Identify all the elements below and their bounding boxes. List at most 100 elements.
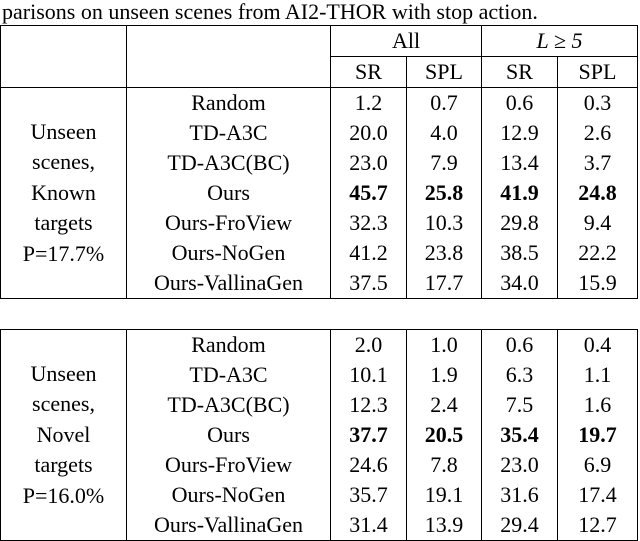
long-spl-cell: 24.8: [556, 178, 639, 208]
header-long-spl: SPL: [556, 56, 639, 88]
section-gap: [0, 298, 638, 330]
all-sr-cell: 20.0: [330, 118, 407, 148]
method-cell: Ours-FroView: [126, 450, 331, 480]
long-sr-cell: 0.6: [481, 329, 558, 360]
all-spl-cell: 10.3: [406, 208, 482, 238]
method-cell: TD-A3C(BC): [126, 148, 331, 178]
section-label-line: Unseen: [30, 118, 97, 144]
all-sr-cell: 41.2: [330, 238, 407, 268]
long-spl-cell: 0.4: [556, 329, 639, 360]
long-spl-cell: 19.7: [556, 420, 639, 450]
results-table: All L ≥ 5 SR SPL SR SPL Unseen scenes, Kno…: [0, 25, 639, 541]
section-label-line: Known: [31, 179, 96, 205]
table-row: Ours 37.7 20.5 35.4 19.7: [1, 420, 639, 450]
long-spl-cell: 1.1: [556, 360, 639, 390]
table-row: Ours-VallinaGen 37.5 17.7 34.0 15.9: [1, 268, 639, 299]
section-divider: [0, 298, 638, 330]
table-row: TD-A3C 20.0 4.0 12.9 2.6: [1, 118, 639, 148]
table-row: TD-A3C(BC) 23.0 7.9 13.4 3.7: [1, 148, 639, 178]
header-empty-method-col: [126, 25, 331, 57]
long-sr-cell: 13.4: [481, 148, 558, 178]
long-sr-cell: 34.0: [481, 268, 558, 299]
long-spl-cell: 15.9: [556, 268, 639, 299]
table-row: Unseen scenes, Known targets P=17.7% Random 1.…: [0, 87, 639, 299]
long-spl-cell: 0.3: [556, 87, 639, 118]
section-label-line: scenes,: [32, 149, 95, 175]
long-spl-cell: 12.7: [556, 510, 639, 541]
long-spl-cell: 6.9: [556, 450, 639, 480]
long-sr-cell: 12.9: [481, 118, 558, 148]
all-sr-cell: 37.5: [330, 268, 407, 299]
header-long-episodes: L ≥ 5: [480, 25, 639, 57]
all-spl-cell: 13.9: [406, 510, 482, 541]
table-row: TD-A3C 10.1 1.9 6.3 1.1: [1, 360, 639, 390]
long-sr-cell: 0.6: [481, 87, 558, 118]
long-sr-cell: 6.3: [481, 360, 558, 390]
table-row: Ours-NoGen 35.7 19.1 31.6 17.4: [1, 480, 639, 510]
long-sr-cell: 23.0: [481, 450, 558, 480]
all-sr-cell: 32.3: [330, 208, 407, 238]
all-spl-cell: 25.8: [406, 178, 482, 208]
section-label-line: scenes,: [32, 391, 95, 417]
method-cell: Ours-NoGen: [126, 238, 331, 268]
all-spl-cell: 17.7: [406, 268, 482, 299]
method-cell: Random: [126, 329, 331, 360]
method-cell: Ours-FroView: [126, 208, 331, 238]
method-cell: Ours: [126, 420, 331, 450]
method-cell: TD-A3C(BC): [126, 390, 331, 420]
table-row: Ours-FroView 32.3 10.3 29.8 9.4: [1, 208, 639, 238]
table-row: TD-A3C(BC) 12.3 2.4 7.5 1.6: [1, 390, 639, 420]
section-label-line: targets: [34, 210, 93, 236]
long-sr-cell: 29.4: [481, 510, 558, 541]
section-label-line: Unseen: [30, 360, 97, 386]
section-label: Unseen scenes, Known targets P=17.7%: [0, 87, 127, 299]
all-sr-cell: 35.7: [330, 480, 407, 510]
method-cell: Ours-VallinaGen: [126, 510, 331, 541]
long-spl-cell: 9.4: [556, 208, 639, 238]
all-sr-cell: 31.4: [330, 510, 407, 541]
all-spl-cell: 20.5: [406, 420, 482, 450]
long-sr-cell: 41.9: [481, 178, 558, 208]
section-label: Unseen scenes, Novel targets P=16.0%: [0, 329, 127, 541]
method-cell: Ours-VallinaGen: [126, 268, 331, 299]
section-label-line: targets: [34, 452, 93, 478]
header-all-spl: SPL: [406, 56, 482, 88]
all-spl-cell: 7.9: [406, 148, 482, 178]
all-spl-cell: 4.0: [406, 118, 482, 148]
method-cell: TD-A3C: [126, 360, 331, 390]
section-label-line: Novel: [36, 421, 91, 447]
all-spl-cell: 19.1: [406, 480, 482, 510]
long-spl-cell: 3.7: [556, 148, 639, 178]
all-spl-cell: 7.8: [406, 450, 482, 480]
long-sr-cell: 35.4: [481, 420, 558, 450]
all-spl-cell: 2.4: [406, 390, 482, 420]
all-spl-cell: 1.0: [406, 329, 482, 360]
method-cell: Ours-NoGen: [126, 480, 331, 510]
all-sr-cell: 45.7: [330, 178, 407, 208]
all-sr-cell: 37.7: [330, 420, 407, 450]
table-row: Unseen scenes, Novel targets P=16.0% Random 2.…: [0, 329, 639, 541]
long-spl-cell: 2.6: [556, 118, 639, 148]
header-all: All: [330, 25, 482, 57]
table-row: Ours 45.7 25.8 41.9 24.8: [1, 178, 639, 208]
all-sr-cell: 10.1: [330, 360, 407, 390]
all-sr-cell: 1.2: [330, 87, 407, 118]
long-spl-cell: 1.6: [556, 390, 639, 420]
header-empty-group-col-2: [0, 56, 127, 88]
long-sr-cell: 7.5: [481, 390, 558, 420]
long-sr-cell: 31.6: [481, 480, 558, 510]
table-caption: parisons on unseen scenes from AI2-THOR …: [2, 0, 538, 24]
all-spl-cell: 0.7: [406, 87, 482, 118]
table-row: Ours-NoGen 41.2 23.8 38.5 22.2: [1, 238, 639, 268]
all-spl-cell: 23.8: [406, 238, 482, 268]
all-sr-cell: 23.0: [330, 148, 407, 178]
long-spl-cell: 22.2: [556, 238, 639, 268]
header-all-sr: SR: [330, 56, 407, 88]
all-sr-cell: 12.3: [330, 390, 407, 420]
header-empty-group-col: [0, 25, 127, 57]
all-spl-cell: 1.9: [406, 360, 482, 390]
long-sr-cell: 38.5: [481, 238, 558, 268]
header-long-sr: SR: [481, 56, 558, 88]
table-row: Ours-FroView 24.6 7.8 23.0 6.9: [1, 450, 639, 480]
method-cell: Ours: [126, 178, 331, 208]
